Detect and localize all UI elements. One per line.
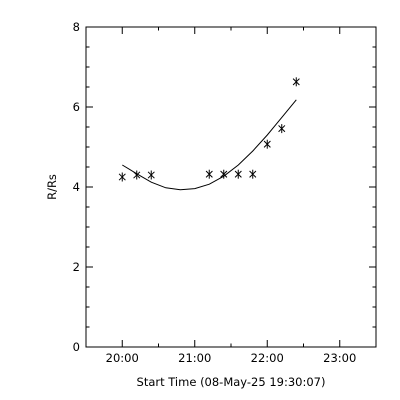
fit-curve — [122, 99, 297, 191]
y-tick-label: 2 — [73, 260, 80, 274]
data-point — [278, 124, 286, 134]
y-tick-label: 8 — [73, 20, 80, 34]
data-point — [133, 170, 141, 180]
y-tick-label: 0 — [73, 340, 80, 354]
data-point — [118, 172, 126, 182]
data-point — [263, 139, 271, 149]
y-axis-label: R/Rs — [45, 174, 59, 200]
x-tick-label: 20:00 — [106, 351, 139, 365]
x-axis-label: Start Time (08-May-25 19:30:07) — [137, 375, 326, 389]
fit-curve-layer — [122, 99, 297, 191]
y-tick-label: 6 — [73, 100, 80, 114]
data-point — [292, 77, 300, 87]
x-tick-label: 23:00 — [323, 351, 356, 365]
data-point — [205, 169, 213, 179]
data-points-layer — [118, 77, 300, 182]
plot-frame — [85, 26, 377, 348]
y-tick-label: 4 — [73, 180, 80, 194]
axis-ticks: 20:00 21:00 22:00 23:00 0 2 4 6 8 — [73, 20, 377, 365]
data-point — [249, 169, 257, 179]
x-tick-label: 21:00 — [178, 351, 211, 365]
data-point — [220, 169, 228, 179]
x-tick-label: 22:00 — [251, 351, 284, 365]
data-point — [234, 169, 242, 179]
data-point — [147, 170, 155, 180]
